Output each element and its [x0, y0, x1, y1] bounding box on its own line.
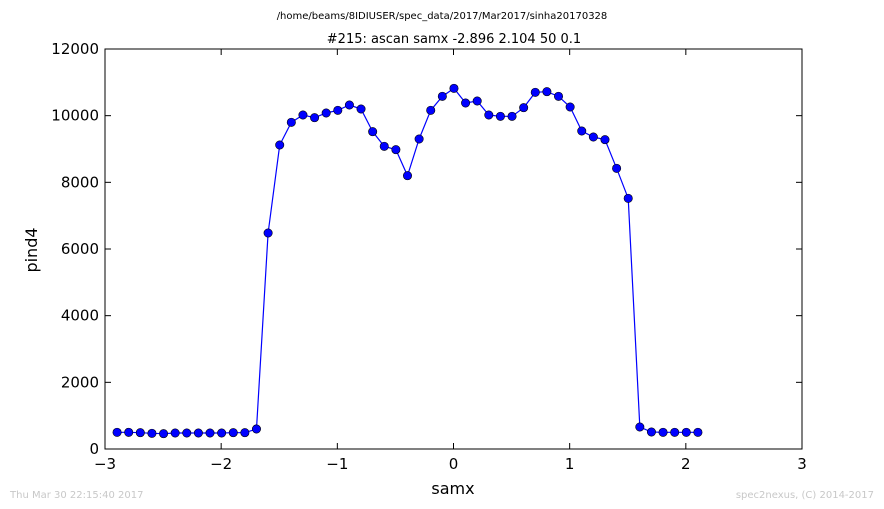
x-axis: −3 −2 −1 0 1 2 3: [94, 49, 807, 473]
data-point: [391, 145, 401, 155]
data-point: [507, 111, 517, 121]
data-point: [135, 428, 145, 438]
x-tick-label: 1: [565, 455, 575, 473]
data-point: [554, 91, 564, 101]
x-tick-label: −1: [326, 455, 348, 473]
y-tick-label: 2000: [61, 373, 99, 391]
data-point: [402, 171, 412, 181]
y-axis-label: pind4: [22, 227, 41, 272]
data-point: [612, 163, 622, 173]
data-point: [298, 110, 308, 120]
data-point: [530, 87, 540, 97]
data-point: [681, 427, 691, 437]
x-tick-label: 2: [681, 455, 691, 473]
data-point: [693, 427, 703, 437]
data-point: [588, 132, 598, 142]
x-tick-label: 0: [449, 455, 459, 473]
data-point: [356, 104, 366, 114]
data-point: [147, 428, 157, 438]
data-point: [565, 102, 575, 112]
data-point: [170, 428, 180, 438]
data-point: [379, 141, 389, 151]
data-point: [344, 100, 354, 110]
series-markers: [112, 83, 703, 439]
x-tick-label: 3: [797, 455, 807, 473]
footer-credit: spec2nexus, (C) 2014-2017: [735, 490, 874, 501]
data-point: [124, 427, 134, 437]
data-point: [495, 111, 505, 121]
data-point: [240, 428, 250, 438]
data-point: [193, 428, 203, 438]
y-axis: 0 2000 4000 6000 8000 10000 12000: [51, 40, 802, 458]
data-point: [635, 422, 645, 432]
data-point: [646, 427, 656, 437]
y-tick-label: 12000: [51, 40, 99, 58]
plot-area: [104, 48, 803, 450]
data-point: [437, 91, 447, 101]
data-point: [542, 87, 552, 97]
y-tick-label: 0: [89, 440, 99, 458]
data-point: [159, 429, 169, 439]
x-axis-label: samx: [431, 479, 474, 498]
y-tick-label: 8000: [61, 173, 99, 191]
data-point: [577, 126, 587, 136]
data-point: [251, 424, 261, 434]
data-point: [263, 228, 273, 238]
data-point: [670, 427, 680, 437]
data-point: [449, 83, 459, 93]
data-point: [461, 98, 471, 108]
data-point: [333, 105, 343, 115]
chart-title: #215: ascan samx -2.896 2.104 50 0.1: [327, 32, 581, 47]
data-point: [600, 135, 610, 145]
chart-suptitle: /home/beams/8IDIUSER/spec_data/2017/Mar2…: [277, 11, 608, 22]
x-tick-label: −2: [210, 455, 232, 473]
data-point: [112, 427, 122, 437]
data-point: [217, 428, 227, 438]
data-point: [321, 108, 331, 118]
x-tick-label: −3: [94, 455, 116, 473]
data-point: [414, 134, 424, 144]
data-point: [228, 428, 238, 438]
y-tick-label: 4000: [61, 307, 99, 325]
y-tick-label: 6000: [61, 240, 99, 258]
data-point: [182, 428, 192, 438]
data-point: [426, 105, 436, 115]
data-point: [484, 110, 494, 120]
data-point: [310, 113, 320, 123]
y-tick-label: 10000: [51, 107, 99, 125]
data-point: [368, 127, 378, 137]
footer-timestamp: Thu Mar 30 22:15:40 2017: [10, 490, 144, 501]
data-point: [205, 428, 215, 438]
data-point: [472, 96, 482, 106]
data-point: [286, 117, 296, 127]
data-point: [519, 103, 529, 113]
data-point: [658, 427, 668, 437]
data-point: [623, 193, 633, 203]
data-point: [275, 140, 285, 150]
